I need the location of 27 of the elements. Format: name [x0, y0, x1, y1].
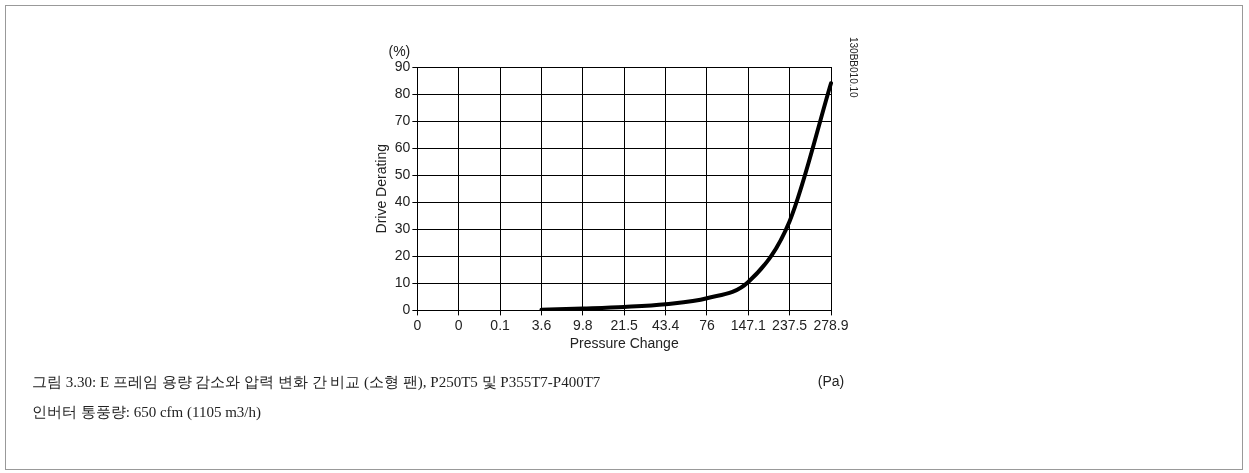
y-tick-label: 20	[394, 247, 411, 264]
x-tick-label: 9.8	[573, 316, 593, 333]
y-tick-label: 10	[394, 274, 411, 291]
x-tick-label: 43.4	[651, 316, 680, 333]
x-tick-label: 3.6	[531, 316, 552, 333]
x-axis-title: Pressure Change	[569, 335, 679, 352]
text: 130BB010.10	[848, 37, 860, 99]
x-tick-label: 278.9	[813, 316, 849, 333]
x-tick-label: 21.5	[610, 316, 639, 333]
y-tick-label: 0	[402, 301, 411, 318]
y-axis-title: Drive Derating	[373, 143, 390, 234]
y-tick-label: 60	[394, 138, 411, 155]
y-tick-label: 80	[394, 84, 411, 101]
y-tick-label: 30	[394, 220, 411, 237]
x-tick-label: 237.5	[772, 316, 808, 333]
x-tick-label: 147.1	[730, 316, 766, 333]
y-tick-label: 70	[394, 111, 411, 128]
caption: 그림 3.30: E 프레임 용량 감소와 압력 변화 간 비교 (소형 팬), P250T5 및 P355T7-P400T7	[32, 373, 601, 392]
y-tick-label: 40	[394, 193, 411, 210]
text: (%)	[388, 42, 411, 59]
text: (Pa)	[817, 372, 845, 389]
x-tick-label: 76	[699, 316, 715, 333]
text: 인버터 통풍량: 650 cfm (1105 m3/h)	[32, 403, 262, 422]
y-tick-label: 50	[394, 166, 411, 183]
x-tick-label: 0	[454, 316, 463, 333]
x-tick-label: 0	[413, 316, 422, 333]
x-tick-label: 0.1	[490, 316, 511, 333]
